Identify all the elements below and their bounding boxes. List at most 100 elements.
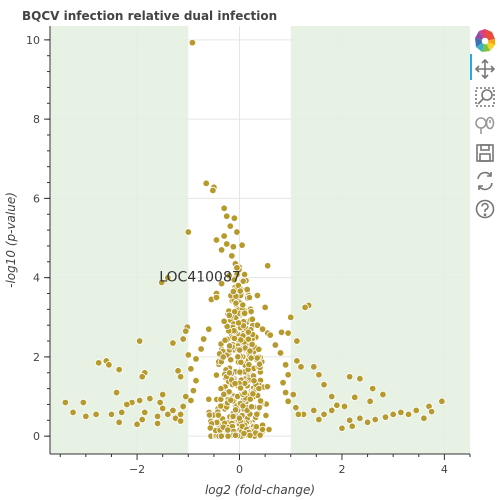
reset-icon[interactable] bbox=[470, 166, 500, 196]
data-point bbox=[237, 358, 245, 366]
data-point bbox=[229, 287, 238, 296]
data-point bbox=[258, 325, 267, 333]
data-point bbox=[228, 252, 236, 260]
data-point bbox=[217, 384, 225, 393]
data-point bbox=[253, 321, 262, 329]
data-point bbox=[239, 402, 247, 410]
data-point bbox=[187, 365, 195, 373]
data-point bbox=[239, 301, 247, 309]
x-tick-label: 4 bbox=[441, 463, 448, 476]
data-point bbox=[141, 408, 149, 417]
axes: −2 0 2 4 0 2 4 6 8 10 bbox=[26, 26, 471, 476]
chart-title: BQCV infection relative dual infection bbox=[22, 9, 277, 23]
data-point bbox=[61, 398, 70, 407]
data-point bbox=[187, 396, 195, 405]
shaded-region-0 bbox=[50, 26, 189, 454]
active-tool-indicator bbox=[470, 54, 472, 80]
data-point bbox=[223, 240, 231, 248]
data-point bbox=[202, 179, 210, 188]
data-point bbox=[234, 319, 243, 327]
data-point bbox=[220, 390, 228, 398]
data-point bbox=[245, 293, 254, 302]
data-point bbox=[212, 293, 221, 302]
data-point bbox=[244, 335, 253, 343]
data-point bbox=[133, 420, 141, 428]
data-point bbox=[252, 423, 260, 431]
data-point bbox=[404, 410, 413, 419]
data-point bbox=[94, 359, 103, 367]
data-point bbox=[219, 353, 227, 361]
help-icon[interactable] bbox=[470, 194, 500, 224]
data-point bbox=[232, 299, 240, 307]
data-point bbox=[135, 337, 144, 345]
data-point bbox=[271, 341, 280, 349]
y-tick-label: 10 bbox=[26, 34, 40, 47]
data-point bbox=[92, 410, 100, 419]
data-point bbox=[293, 357, 301, 365]
data-point bbox=[248, 340, 256, 348]
data-point bbox=[348, 422, 356, 430]
data-point bbox=[294, 410, 303, 419]
data-point bbox=[188, 38, 197, 47]
data-point bbox=[281, 361, 290, 369]
data-point bbox=[333, 401, 341, 409]
y-tick-label: 8 bbox=[33, 113, 40, 126]
data-point bbox=[253, 354, 261, 362]
data-point bbox=[338, 424, 346, 432]
data-point bbox=[315, 371, 323, 379]
data-point bbox=[233, 264, 241, 272]
pan-icon[interactable] bbox=[470, 54, 500, 84]
x-tick-label: −2 bbox=[129, 463, 145, 476]
data-point bbox=[184, 351, 192, 359]
data-point bbox=[245, 361, 253, 369]
data-point bbox=[221, 336, 229, 344]
data-point bbox=[351, 393, 359, 402]
data-point bbox=[255, 403, 263, 412]
data-point bbox=[412, 406, 420, 415]
data-point bbox=[310, 363, 318, 371]
data-point bbox=[230, 276, 238, 284]
data-point bbox=[247, 307, 255, 316]
data-point bbox=[158, 390, 167, 399]
data-point bbox=[237, 336, 245, 344]
data-point bbox=[255, 360, 264, 368]
box-zoom-icon[interactable] bbox=[470, 82, 500, 112]
data-point bbox=[105, 361, 113, 369]
data-point bbox=[256, 397, 265, 405]
y-axis-label: -log10 (p-value) bbox=[4, 192, 18, 288]
data-point bbox=[225, 311, 233, 319]
data-point bbox=[157, 278, 166, 287]
data-point bbox=[169, 406, 177, 415]
data-point bbox=[250, 377, 258, 385]
data-point bbox=[243, 285, 251, 294]
data-point bbox=[182, 327, 190, 335]
shaded-region-1 bbox=[290, 26, 470, 454]
data-point bbox=[246, 347, 254, 355]
data-point bbox=[118, 408, 126, 417]
data-point bbox=[217, 279, 226, 288]
data-point bbox=[320, 380, 328, 389]
data-point bbox=[427, 407, 436, 416]
data-point bbox=[356, 414, 364, 423]
wheel-zoom-icon[interactable] bbox=[470, 110, 500, 140]
data-point bbox=[284, 329, 292, 337]
data-point bbox=[244, 328, 252, 336]
data-point bbox=[153, 412, 162, 421]
data-point bbox=[381, 413, 390, 421]
data-point bbox=[156, 398, 164, 407]
data-point bbox=[138, 415, 146, 424]
data-point bbox=[345, 373, 354, 381]
bokeh-logo-icon[interactable] bbox=[470, 26, 500, 56]
data-point bbox=[192, 355, 200, 363]
save-icon[interactable] bbox=[470, 138, 500, 168]
data-point bbox=[107, 410, 116, 419]
data-point bbox=[287, 313, 295, 321]
data-point bbox=[227, 356, 235, 364]
data-point bbox=[230, 334, 238, 342]
data-point bbox=[182, 392, 190, 401]
data-point bbox=[176, 410, 185, 419]
data-point bbox=[236, 384, 245, 392]
data-point bbox=[238, 241, 246, 249]
data-point bbox=[231, 379, 239, 388]
